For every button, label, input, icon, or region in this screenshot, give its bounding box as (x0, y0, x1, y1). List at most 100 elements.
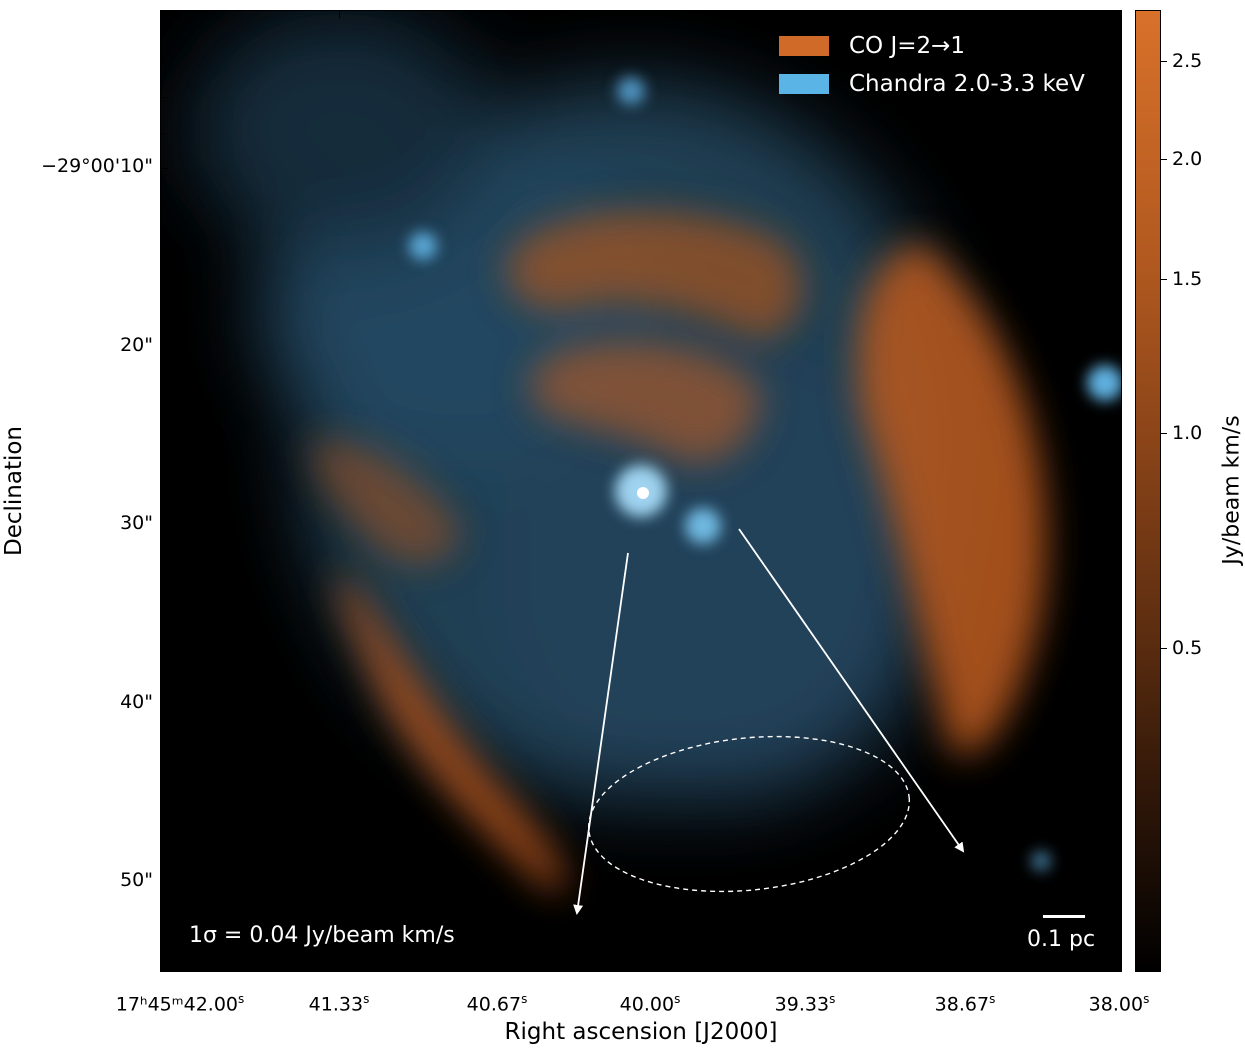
y-minor-tick (160, 596, 165, 597)
x-minor-tick (535, 967, 536, 972)
x-tick-label-unit: s (674, 992, 681, 1006)
x-minor-tick (1081, 967, 1082, 972)
y-major-tick-right (1114, 168, 1122, 169)
legend-label-chandra: Chandra 2.0-3.3 keV (849, 71, 1085, 97)
colorbar-tick (1161, 279, 1167, 280)
x-tick-label-unit: s (238, 992, 245, 1006)
x-tick-label-unit: s (521, 992, 528, 1006)
y-major-tick (160, 168, 168, 169)
y-tick-label: 20" (120, 334, 153, 356)
legend-swatch-chandra (779, 74, 829, 94)
sigma-annotation: 1σ = 0.04 Jy/beam km/s (189, 923, 455, 948)
x-minor-tick (612, 967, 613, 972)
y-minor-tick (160, 275, 165, 276)
x-minor-tick (418, 967, 419, 972)
y-minor-tick (160, 952, 165, 953)
y-minor-tick (160, 845, 165, 846)
colorbar-tick (1161, 61, 1167, 62)
y-minor-tick (160, 418, 165, 419)
x-minor-tick (766, 967, 767, 972)
colorbar-tick-label: 0.5 (1172, 637, 1203, 659)
y-minor-tick (160, 204, 165, 205)
y-minor-tick (160, 453, 165, 454)
x-tick-label-unit: s (829, 992, 836, 1006)
x-minor-tick (458, 967, 459, 972)
y-major-tick (160, 346, 168, 347)
y-minor-tick (160, 239, 165, 240)
dashed-region-ellipse (587, 735, 911, 893)
sky-composite-image (161, 11, 1121, 971)
x-major-tick (497, 964, 498, 972)
y-major-tick-right (1114, 346, 1122, 347)
x-tick-label-value: 41.33 (308, 993, 364, 1016)
y-minor-tick (160, 97, 165, 98)
bright-point-source (637, 487, 649, 499)
x-minor-tick (378, 967, 379, 972)
image-panel: CO J=2→1 Chandra 2.0-3.3 keV 1σ = 0.04 J… (160, 10, 1122, 972)
y-minor-tick (160, 489, 165, 490)
x-tick-label-value: 17ʰ45ᵐ42.00 (115, 993, 239, 1016)
x-tick-label: 40.00s (620, 988, 681, 1015)
x-tick-label: 38.67s (935, 988, 996, 1015)
legend: CO J=2→1 Chandra 2.0-3.3 keV (779, 27, 1085, 103)
x-minor-tick (220, 967, 221, 972)
x-tick-label-value: 39.33 (774, 993, 830, 1016)
y-minor-tick (160, 632, 165, 633)
legend-label-co: CO J=2→1 (849, 33, 966, 59)
y-major-tick-right (1114, 703, 1122, 704)
arrow-south (573, 552, 629, 915)
legend-swatch-co (779, 36, 829, 56)
x-major-tick (180, 964, 181, 972)
y-tick-label: 30" (120, 512, 153, 534)
y-major-tick-right (1114, 881, 1122, 882)
colorbar-tick (1161, 648, 1167, 649)
x-tick-label-value: 40.00 (619, 993, 675, 1016)
y-major-tick (160, 703, 168, 704)
x-minor-tick (574, 967, 575, 972)
x-tick-label: 40.67s (467, 988, 528, 1015)
colorbar-tick-label: 1.0 (1172, 422, 1203, 444)
x-major-tick-top (339, 10, 340, 18)
x-tick-label: 41.33s (309, 988, 370, 1015)
scale-bar-label: 0.1 pc (1027, 927, 1096, 952)
colorbar-title: Jy/beam km/s (1219, 415, 1245, 565)
x-minor-tick (1004, 967, 1005, 972)
x-major-tick-top (965, 10, 966, 18)
x-tick-label-value: 40.67 (466, 993, 522, 1016)
x-tick-label: 38.00s (1089, 988, 1150, 1015)
x-tick-label: 17ʰ45ᵐ42.00s (116, 988, 245, 1015)
y-minor-tick (160, 560, 165, 561)
x-minor-tick (260, 967, 261, 972)
y-minor-tick (160, 61, 165, 62)
colorbar (1135, 10, 1161, 972)
y-tick-label: 40" (120, 691, 153, 713)
y-minor-tick (160, 667, 165, 668)
x-minor-tick (845, 967, 846, 972)
legend-item-chandra: Chandra 2.0-3.3 keV (779, 65, 1085, 103)
x-major-tick (965, 964, 966, 972)
y-minor-tick (160, 917, 165, 918)
y-minor-tick (160, 738, 165, 739)
y-minor-tick (160, 774, 165, 775)
x-major-tick (805, 964, 806, 972)
x-major-tick-top (650, 10, 651, 18)
y-minor-tick (160, 133, 165, 134)
x-minor-tick (689, 967, 690, 972)
y-minor-tick (160, 810, 165, 811)
arrow-southeast (738, 528, 965, 853)
legend-item-co: CO J=2→1 (779, 27, 1085, 65)
y-tick-label: 50" (120, 869, 153, 891)
x-minor-tick (885, 967, 886, 972)
x-minor-tick (925, 967, 926, 972)
x-tick-label-value: 38.00 (1088, 993, 1144, 1016)
y-major-tick (160, 524, 168, 525)
colorbar-tick-label: 1.5 (1172, 268, 1203, 290)
x-minor-tick (1042, 967, 1043, 972)
scale-bar (1043, 915, 1085, 918)
y-minor-tick (160, 382, 165, 383)
y-minor-tick (160, 311, 165, 312)
x-major-tick-top (180, 10, 181, 18)
y-major-tick (160, 881, 168, 882)
x-tick-label-unit: s (989, 992, 996, 1006)
x-major-tick-top (805, 10, 806, 18)
